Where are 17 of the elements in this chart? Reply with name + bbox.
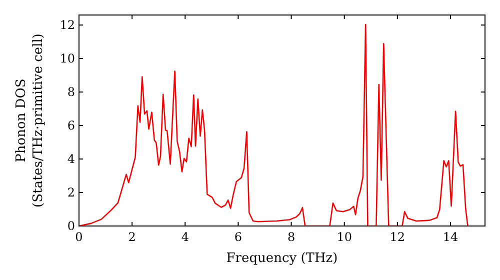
x-tick-label: 10 [336, 230, 352, 244]
y-tick-label: 2 [67, 186, 75, 200]
x-tick-label: 6 [234, 230, 242, 244]
x-tick-label: 12 [390, 230, 406, 244]
y-axis-title: Phonon DOS (States/THz·primitive cell) [14, 33, 46, 208]
x-axis-title: Frequency (THz) [226, 251, 338, 266]
line-series [79, 24, 468, 226]
y-tick-label: 12 [60, 18, 75, 32]
x-tick-label: 4 [181, 230, 190, 244]
x-tick-label: 8 [287, 230, 296, 244]
y-tick-label: 10 [60, 52, 75, 66]
y-tick-label: 4 [67, 152, 76, 166]
y-tick-label: 8 [67, 85, 75, 100]
x-tick-label: 2 [128, 230, 136, 244]
y-tick-label: 0 [67, 219, 75, 233]
y-tick-label: 6 [67, 118, 75, 133]
x-tick-label: 14 [442, 230, 458, 244]
